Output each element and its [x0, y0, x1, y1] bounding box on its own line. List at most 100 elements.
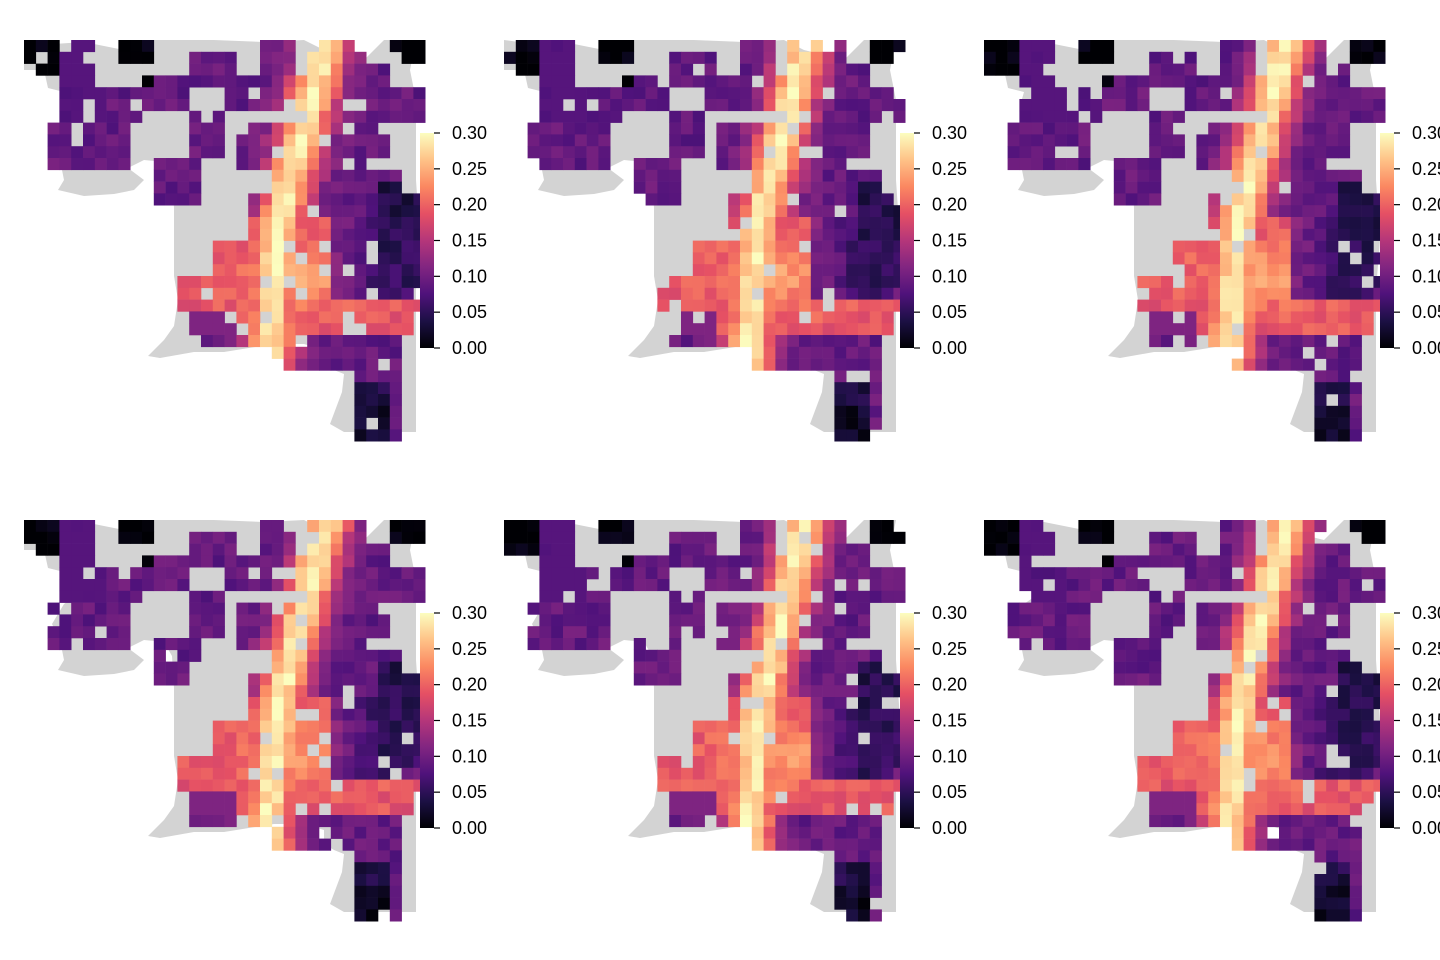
heatmap-cell [799, 299, 812, 312]
heatmap-cell [330, 520, 343, 533]
heatmap-cell [1243, 815, 1256, 828]
heatmap-cell [810, 169, 823, 182]
heatmap-cell [716, 264, 729, 277]
heatmap-cell [366, 744, 379, 757]
heatmap-cell [1149, 335, 1162, 348]
heatmap-cell [342, 87, 355, 100]
heatmap-cell [248, 685, 261, 698]
heatmap-cell [716, 311, 729, 324]
heatmap-cell [1302, 264, 1315, 277]
heatmap-cell [1243, 697, 1256, 710]
heatmap-cell [763, 99, 776, 112]
heatmap-cell [834, 614, 847, 627]
heatmap-cell [224, 531, 237, 544]
heatmap-cell [787, 287, 800, 300]
heatmap-cell [271, 826, 284, 839]
heatmap-cell [869, 287, 882, 300]
heatmap-cell [1031, 99, 1044, 112]
heatmap-cell [563, 110, 576, 123]
heatmap-cell [984, 531, 997, 544]
heatmap-cell [354, 346, 367, 359]
heatmap-cell [1267, 276, 1280, 289]
heatmap-cell [881, 287, 894, 300]
heatmap-cell [775, 708, 788, 721]
map-panel-r1-c3: 0.300.250.200.150.100.050.00 [984, 40, 1440, 442]
heatmap-cell [94, 122, 107, 135]
heatmap-cell [586, 158, 599, 171]
heatmap-cell [271, 720, 284, 733]
heatmap-cell [354, 685, 367, 698]
heatmap-cell [1326, 602, 1339, 615]
heatmap-cell [271, 579, 284, 592]
heatmap-cell [1314, 110, 1327, 123]
heatmap-cell [1208, 803, 1221, 816]
heatmap-cell [319, 779, 332, 792]
heatmap-cell [1231, 252, 1244, 265]
heatmap-cell [834, 791, 847, 804]
heatmap-cell [1361, 87, 1374, 100]
colorbar-tick-label: 0.10 [452, 746, 487, 766]
heatmap-cell [822, 311, 835, 324]
heatmap-cell [1149, 158, 1162, 171]
heatmap-cell [846, 779, 859, 792]
heatmap-cell [319, 590, 332, 603]
heatmap-cell [1302, 51, 1315, 64]
heatmap-cell [1196, 75, 1209, 88]
heatmap-cell [260, 744, 273, 757]
heatmap-cell [201, 122, 214, 135]
heatmap-cell [153, 169, 166, 182]
heatmap-cell [1290, 181, 1303, 194]
heatmap-cell [319, 661, 332, 674]
heatmap-cell [763, 181, 776, 194]
heatmap-cell [787, 99, 800, 112]
heatmap-cell [260, 287, 273, 300]
colorbar-tick-label: 0.25 [452, 159, 487, 179]
heatmap-cell [1243, 193, 1256, 206]
heatmap-cell [681, 803, 694, 816]
heatmap-cell [413, 590, 426, 603]
heatmap-cell [1043, 40, 1056, 53]
heatmap-cell [189, 110, 202, 123]
heatmap-cell [539, 87, 552, 100]
heatmap-cell [984, 543, 997, 556]
heatmap-cell [1255, 779, 1268, 792]
heatmap-cell [869, 417, 882, 430]
heatmap-cell [71, 579, 84, 592]
heatmap-cell [716, 75, 729, 88]
heatmap-cell [622, 579, 635, 592]
heatmap-cell [1019, 51, 1032, 64]
heatmap-cell [1149, 555, 1162, 568]
heatmap-cell [189, 626, 202, 639]
heatmap-cell [1302, 122, 1315, 135]
heatmap-cell [799, 158, 812, 171]
heatmap-cell [1231, 826, 1244, 839]
heatmap-cell [1267, 555, 1280, 568]
heatmap-cell [378, 567, 391, 580]
heatmap-cell [1279, 87, 1292, 100]
heatmap-cell [681, 299, 694, 312]
heatmap-cell [248, 720, 261, 733]
heatmap-cell [307, 217, 320, 230]
heatmap-cell [858, 874, 871, 887]
heatmap-cell [598, 134, 611, 147]
heatmap-cell [1161, 299, 1174, 312]
heatmap-cell [775, 567, 788, 580]
heatmap-cell [1161, 146, 1174, 159]
heatmap-cell [716, 323, 729, 336]
heatmap-cell [822, 732, 835, 745]
heatmap-cell [366, 756, 379, 769]
heatmap-cell [401, 40, 414, 53]
heatmap-cell [834, 720, 847, 733]
heatmap-cell [822, 63, 835, 76]
heatmap-cell [822, 75, 835, 88]
heatmap-cell [1031, 567, 1044, 580]
heatmap-cells [984, 40, 1386, 442]
heatmap-cell [366, 708, 379, 721]
heatmap-cell [378, 346, 391, 359]
heatmap-cell [1302, 169, 1315, 182]
heatmap-cell [740, 815, 753, 828]
heatmap-cell [1196, 99, 1209, 112]
heatmap-cell [378, 146, 391, 159]
heatmap-cell [645, 158, 658, 171]
heatmap-cell [657, 579, 670, 592]
